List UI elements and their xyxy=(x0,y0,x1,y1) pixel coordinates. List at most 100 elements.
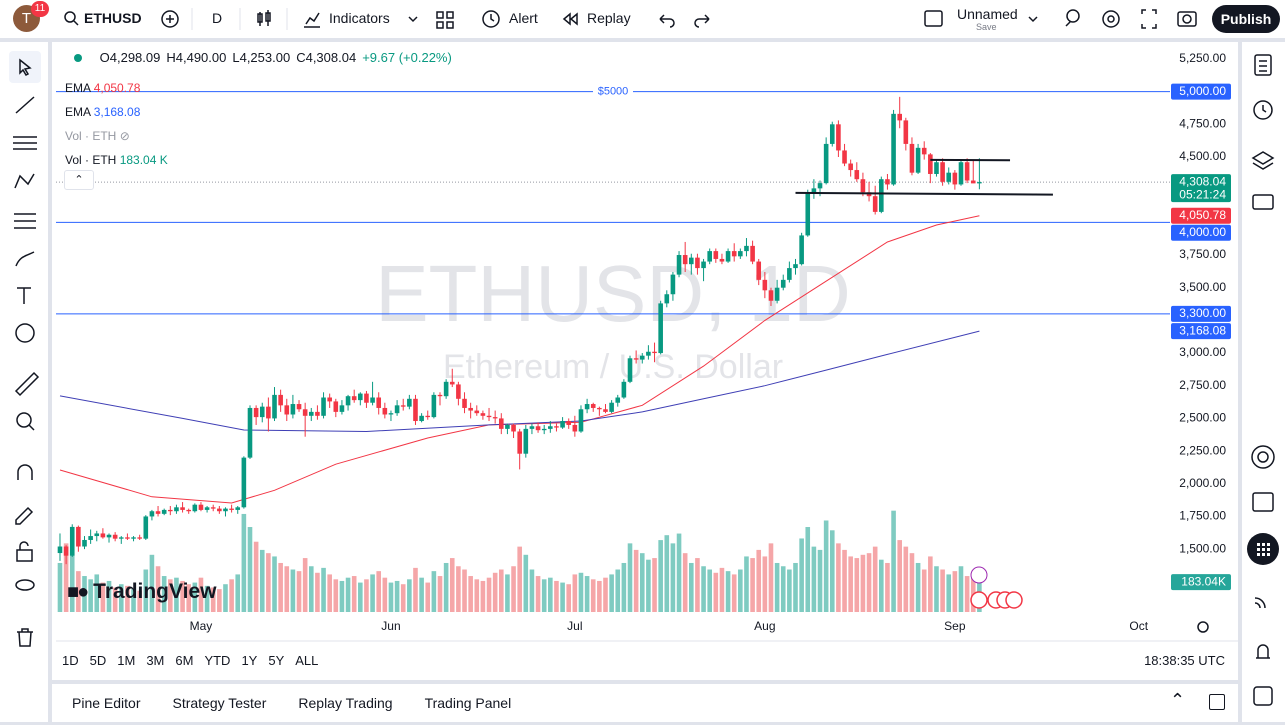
volume-bar xyxy=(622,563,627,612)
events-icon[interactable] xyxy=(1253,493,1273,511)
ruler-tool[interactable] xyxy=(16,373,38,395)
indicators-icon[interactable] xyxy=(304,13,320,27)
x-tick-label: Sep xyxy=(944,619,966,633)
streams-icon[interactable] xyxy=(1255,598,1265,608)
stay-drawing-tool[interactable] xyxy=(16,508,32,524)
range-button[interactable]: 1D xyxy=(62,653,79,668)
maximize-panel[interactable] xyxy=(1209,694,1225,710)
calendar-icon[interactable] xyxy=(1252,446,1274,468)
projection-tool[interactable] xyxy=(14,214,36,228)
candle-body xyxy=(340,405,345,412)
lock-tool[interactable] xyxy=(17,550,32,561)
fullscreen-icon[interactable] xyxy=(1142,10,1156,28)
candle-body xyxy=(113,535,118,539)
volume-bar xyxy=(664,535,669,612)
icon-part xyxy=(1263,105,1266,112)
volume-bar xyxy=(438,576,443,612)
candle-body xyxy=(922,148,927,155)
candle-body xyxy=(242,458,247,508)
range-button[interactable]: 5Y xyxy=(268,653,284,668)
zoom-tool[interactable] xyxy=(17,413,31,427)
candle-body xyxy=(609,403,614,412)
icon-tool[interactable] xyxy=(16,324,34,342)
chart-type-icon[interactable] xyxy=(258,10,270,26)
candle-body xyxy=(180,507,185,510)
data-window-icon[interactable] xyxy=(1253,152,1273,169)
text-tool[interactable] xyxy=(17,288,31,304)
study-name: Vol · ETH xyxy=(65,153,116,167)
help-icon[interactable] xyxy=(1254,687,1272,705)
ohlc-value: 4,308.04 xyxy=(306,50,357,65)
hide-tool[interactable] xyxy=(16,580,34,590)
range-button[interactable]: 1Y xyxy=(241,653,257,668)
volume-bar xyxy=(781,566,786,612)
chat-icon[interactable] xyxy=(1253,195,1273,209)
range-button[interactable]: 5D xyxy=(90,653,107,668)
candle-body xyxy=(278,395,283,405)
volume-bar xyxy=(303,558,308,612)
icon-part xyxy=(1029,17,1037,21)
quick-search-icon[interactable] xyxy=(1066,10,1079,26)
volume-bar xyxy=(315,573,320,612)
bottom-panel: Pine Editor Strategy Tester Replay Trading… xyxy=(52,684,1238,722)
range-button[interactable]: ALL xyxy=(295,653,318,668)
candle-body xyxy=(707,251,712,261)
candle-body xyxy=(156,511,161,514)
replay-icon[interactable] xyxy=(564,14,577,24)
templates-icon[interactable] xyxy=(437,12,453,28)
volume-bar xyxy=(609,574,614,612)
volume-bar xyxy=(763,556,768,612)
volume-bar xyxy=(499,570,504,612)
candle-body xyxy=(395,405,400,413)
candle-body xyxy=(297,404,302,409)
bottom-tabs: Pine Editor Strategy Tester Replay Trading… xyxy=(72,695,543,711)
volume-bar xyxy=(836,543,841,612)
candle-body xyxy=(162,510,167,514)
bottom-tab[interactable]: Pine Editor xyxy=(72,695,140,711)
volume-bar xyxy=(223,584,228,612)
volume-bar xyxy=(321,568,326,612)
bottom-tab[interactable]: Trading Panel xyxy=(425,695,512,711)
range-button[interactable]: 3M xyxy=(146,653,164,668)
volume-bar xyxy=(891,511,896,612)
candle-body xyxy=(965,162,970,180)
range-button[interactable]: YTD xyxy=(204,653,230,668)
candle-body xyxy=(591,404,596,408)
layout-icon[interactable] xyxy=(925,11,942,26)
brush-tool[interactable] xyxy=(16,252,34,266)
undo-icon[interactable] xyxy=(660,15,674,27)
volume-bar xyxy=(701,566,706,612)
icon-part xyxy=(1258,452,1268,462)
range-button[interactable]: 1M xyxy=(117,653,135,668)
volume-bar xyxy=(714,573,719,612)
candle-body xyxy=(763,280,768,290)
volume-bar xyxy=(407,579,412,612)
settings-icon[interactable] xyxy=(1103,11,1119,27)
fib-tool[interactable] xyxy=(13,137,37,149)
snapshot-icon[interactable] xyxy=(1178,12,1196,26)
remove-tool[interactable] xyxy=(17,629,33,646)
notifications-icon[interactable] xyxy=(1256,645,1270,658)
y-tick-label: 3,500.00 xyxy=(1179,280,1226,294)
volume-bar xyxy=(413,568,418,612)
bottom-tab[interactable]: Replay Trading xyxy=(298,695,392,711)
magnet-tool[interactable] xyxy=(18,465,32,480)
range-button[interactable]: 6M xyxy=(175,653,193,668)
candle-body xyxy=(946,173,951,182)
candle-body xyxy=(671,275,676,295)
candle-body xyxy=(781,280,786,288)
volume-bar xyxy=(916,563,921,612)
volume-bar xyxy=(793,563,798,612)
collapse-button[interactable]: ⌃ xyxy=(64,170,94,190)
trend-line-tool[interactable] xyxy=(16,97,34,113)
collapse-panel[interactable]: ⌃ xyxy=(1170,690,1185,711)
candle-body xyxy=(346,396,351,405)
x-tick-label: Jun xyxy=(381,619,400,633)
search-icon[interactable] xyxy=(65,12,75,22)
pattern-tool[interactable] xyxy=(15,174,34,188)
bottom-tab[interactable]: Strategy Tester xyxy=(172,695,266,711)
watchlist-icon[interactable] xyxy=(1255,55,1271,75)
top-bar: T 11 ETHUSD D Indicators Alert Replay Un… xyxy=(0,0,1285,38)
candle-body xyxy=(787,268,792,280)
study: EMA 4,050.78 xyxy=(65,76,168,100)
